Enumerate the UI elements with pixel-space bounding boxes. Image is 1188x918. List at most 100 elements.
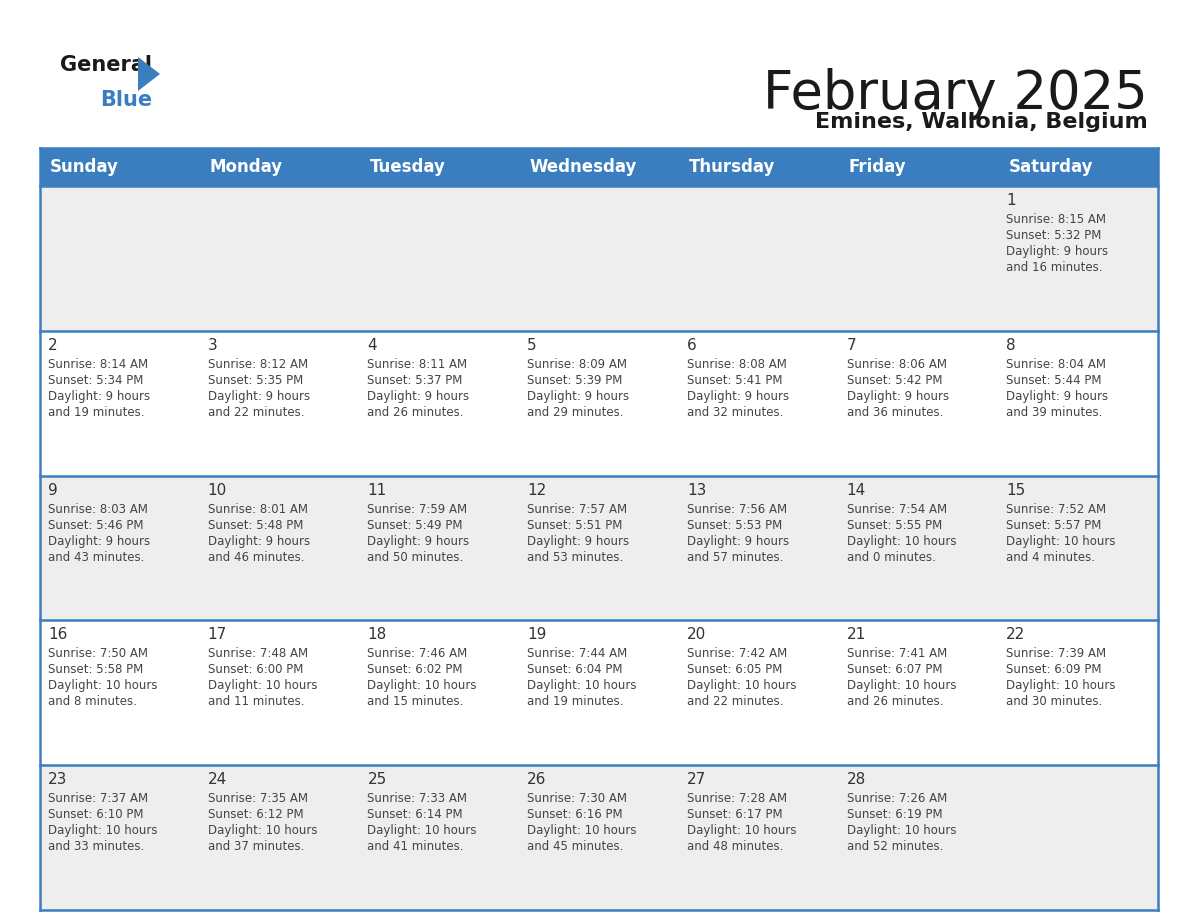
- Text: 21: 21: [847, 627, 866, 643]
- Text: 17: 17: [208, 627, 227, 643]
- Bar: [40, 476, 1158, 621]
- Text: Daylight: 9 hours: Daylight: 9 hours: [527, 534, 630, 548]
- Text: Sunrise: 7:28 AM: Sunrise: 7:28 AM: [687, 792, 786, 805]
- Text: Wednesday: Wednesday: [529, 158, 637, 176]
- Text: Sunrise: 7:37 AM: Sunrise: 7:37 AM: [48, 792, 148, 805]
- Text: 4: 4: [367, 338, 377, 353]
- Text: Sunset: 6:07 PM: Sunset: 6:07 PM: [847, 664, 942, 677]
- Text: Daylight: 10 hours: Daylight: 10 hours: [527, 679, 637, 692]
- Text: Daylight: 9 hours: Daylight: 9 hours: [1006, 390, 1108, 403]
- Text: Sunset: 5:39 PM: Sunset: 5:39 PM: [527, 374, 623, 386]
- Text: Daylight: 9 hours: Daylight: 9 hours: [208, 390, 310, 403]
- Text: Daylight: 10 hours: Daylight: 10 hours: [687, 824, 796, 837]
- Text: 13: 13: [687, 483, 706, 498]
- Text: Sunset: 5:53 PM: Sunset: 5:53 PM: [687, 519, 782, 532]
- Text: and 11 minutes.: and 11 minutes.: [208, 696, 304, 709]
- Text: Daylight: 9 hours: Daylight: 9 hours: [208, 534, 310, 548]
- Bar: [40, 766, 1158, 910]
- Text: and 39 minutes.: and 39 minutes.: [1006, 406, 1102, 419]
- Text: 27: 27: [687, 772, 706, 788]
- Text: Sunrise: 7:48 AM: Sunrise: 7:48 AM: [208, 647, 308, 660]
- Text: Daylight: 10 hours: Daylight: 10 hours: [687, 679, 796, 692]
- Text: 28: 28: [847, 772, 866, 788]
- Text: Sunset: 5:49 PM: Sunset: 5:49 PM: [367, 519, 463, 532]
- Text: 15: 15: [1006, 483, 1025, 498]
- Text: Daylight: 10 hours: Daylight: 10 hours: [527, 824, 637, 837]
- Text: Daylight: 9 hours: Daylight: 9 hours: [48, 390, 150, 403]
- Text: Blue: Blue: [100, 90, 152, 110]
- Text: Sunset: 6:16 PM: Sunset: 6:16 PM: [527, 808, 623, 822]
- Bar: [40, 621, 1158, 766]
- Text: Daylight: 10 hours: Daylight: 10 hours: [847, 824, 956, 837]
- Text: Daylight: 10 hours: Daylight: 10 hours: [367, 679, 476, 692]
- Text: Sunset: 5:34 PM: Sunset: 5:34 PM: [48, 374, 144, 386]
- Text: 26: 26: [527, 772, 546, 788]
- Text: Sunrise: 8:15 AM: Sunrise: 8:15 AM: [1006, 213, 1106, 226]
- Text: Sunrise: 7:41 AM: Sunrise: 7:41 AM: [847, 647, 947, 660]
- Text: 14: 14: [847, 483, 866, 498]
- Text: Sunset: 6:12 PM: Sunset: 6:12 PM: [208, 808, 303, 822]
- Text: Sunset: 6:09 PM: Sunset: 6:09 PM: [1006, 664, 1101, 677]
- Text: Daylight: 9 hours: Daylight: 9 hours: [847, 390, 949, 403]
- Text: 3: 3: [208, 338, 217, 353]
- Text: 1: 1: [1006, 193, 1016, 208]
- Text: Sunset: 6:05 PM: Sunset: 6:05 PM: [687, 664, 782, 677]
- Text: and 52 minutes.: and 52 minutes.: [847, 840, 943, 853]
- Text: Sunset: 6:10 PM: Sunset: 6:10 PM: [48, 808, 144, 822]
- Text: Sunset: 5:51 PM: Sunset: 5:51 PM: [527, 519, 623, 532]
- Text: 6: 6: [687, 338, 696, 353]
- Text: Sunrise: 7:35 AM: Sunrise: 7:35 AM: [208, 792, 308, 805]
- Text: and 0 minutes.: and 0 minutes.: [847, 551, 935, 564]
- Text: Sunset: 5:48 PM: Sunset: 5:48 PM: [208, 519, 303, 532]
- Text: 16: 16: [48, 627, 68, 643]
- Text: 7: 7: [847, 338, 857, 353]
- Text: and 15 minutes.: and 15 minutes.: [367, 696, 463, 709]
- Text: Daylight: 10 hours: Daylight: 10 hours: [1006, 679, 1116, 692]
- Text: and 29 minutes.: and 29 minutes.: [527, 406, 624, 419]
- Text: Sunrise: 8:09 AM: Sunrise: 8:09 AM: [527, 358, 627, 371]
- Bar: [40, 186, 1158, 330]
- Text: Sunrise: 7:59 AM: Sunrise: 7:59 AM: [367, 502, 468, 516]
- Text: and 26 minutes.: and 26 minutes.: [847, 696, 943, 709]
- Text: 9: 9: [48, 483, 58, 498]
- Polygon shape: [138, 57, 160, 91]
- Text: and 57 minutes.: and 57 minutes.: [687, 551, 783, 564]
- Text: Sunset: 6:17 PM: Sunset: 6:17 PM: [687, 808, 783, 822]
- Text: 19: 19: [527, 627, 546, 643]
- Text: and 22 minutes.: and 22 minutes.: [208, 406, 304, 419]
- Text: Sunrise: 7:33 AM: Sunrise: 7:33 AM: [367, 792, 467, 805]
- Text: Daylight: 10 hours: Daylight: 10 hours: [367, 824, 476, 837]
- Text: Daylight: 10 hours: Daylight: 10 hours: [1006, 534, 1116, 548]
- Text: Thursday: Thursday: [689, 158, 776, 176]
- Text: Daylight: 10 hours: Daylight: 10 hours: [48, 679, 158, 692]
- Text: Sunset: 6:00 PM: Sunset: 6:00 PM: [208, 664, 303, 677]
- Text: Daylight: 9 hours: Daylight: 9 hours: [687, 534, 789, 548]
- Text: Sunrise: 8:03 AM: Sunrise: 8:03 AM: [48, 502, 147, 516]
- Text: Sunset: 5:37 PM: Sunset: 5:37 PM: [367, 374, 463, 386]
- Bar: [40, 330, 1158, 476]
- Text: and 19 minutes.: and 19 minutes.: [48, 406, 145, 419]
- Text: Sunrise: 8:04 AM: Sunrise: 8:04 AM: [1006, 358, 1106, 371]
- Text: and 37 minutes.: and 37 minutes.: [208, 840, 304, 853]
- Text: and 22 minutes.: and 22 minutes.: [687, 696, 783, 709]
- Text: and 32 minutes.: and 32 minutes.: [687, 406, 783, 419]
- Text: 23: 23: [48, 772, 68, 788]
- Text: Friday: Friday: [848, 158, 906, 176]
- Text: Sunrise: 7:44 AM: Sunrise: 7:44 AM: [527, 647, 627, 660]
- Text: 8: 8: [1006, 338, 1016, 353]
- Text: and 53 minutes.: and 53 minutes.: [527, 551, 624, 564]
- Text: 25: 25: [367, 772, 386, 788]
- Text: Sunrise: 8:06 AM: Sunrise: 8:06 AM: [847, 358, 947, 371]
- Text: and 33 minutes.: and 33 minutes.: [48, 840, 144, 853]
- Text: Sunset: 5:42 PM: Sunset: 5:42 PM: [847, 374, 942, 386]
- Text: General: General: [61, 55, 152, 75]
- Text: 22: 22: [1006, 627, 1025, 643]
- Text: and 48 minutes.: and 48 minutes.: [687, 840, 783, 853]
- Text: February 2025: February 2025: [763, 68, 1148, 120]
- Text: Daylight: 9 hours: Daylight: 9 hours: [48, 534, 150, 548]
- Text: 10: 10: [208, 483, 227, 498]
- Text: Sunday: Sunday: [50, 158, 119, 176]
- Text: Sunrise: 8:12 AM: Sunrise: 8:12 AM: [208, 358, 308, 371]
- Text: Sunrise: 7:56 AM: Sunrise: 7:56 AM: [687, 502, 786, 516]
- Text: 12: 12: [527, 483, 546, 498]
